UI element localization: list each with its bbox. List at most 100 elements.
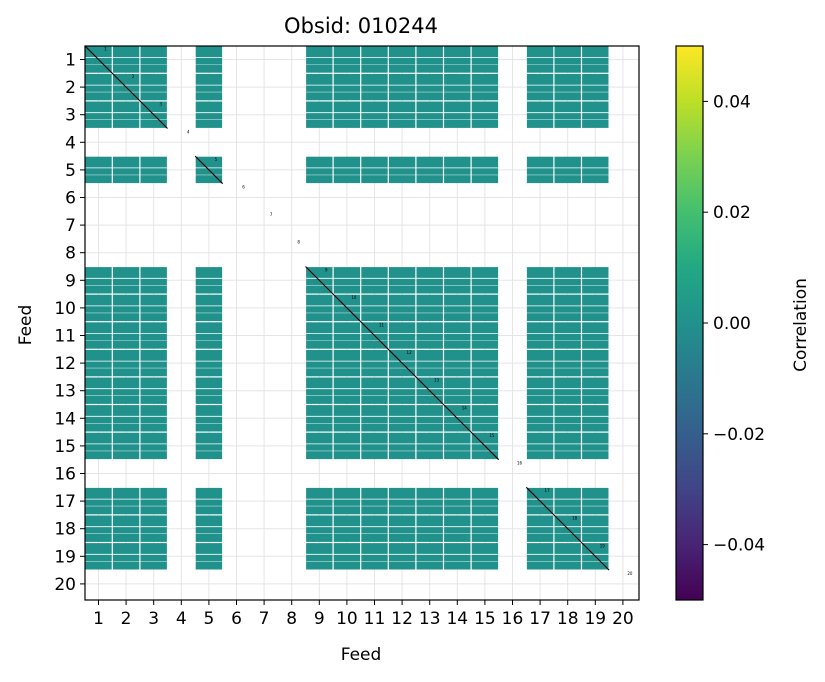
cell-fill <box>582 294 609 322</box>
heatmap-cell <box>526 405 554 432</box>
diagonal-line <box>415 376 444 405</box>
cell-fill <box>195 377 223 404</box>
cell-fill <box>526 101 554 128</box>
diagonal-line <box>332 293 362 323</box>
heatmap-cell <box>553 267 582 294</box>
heatmap-cell <box>360 377 389 404</box>
x-tick-label: 2 <box>121 609 132 629</box>
heatmap-cell <box>84 515 113 542</box>
cell-fill <box>306 156 333 184</box>
cell-fill <box>306 515 333 542</box>
colorbar-tick-label: −0.04 <box>713 536 765 556</box>
heatmap-cell <box>388 432 416 460</box>
heatmap-cell <box>415 322 444 349</box>
cell-fill <box>195 405 223 432</box>
diagonal-label: 9 <box>325 267 328 272</box>
cell-fill <box>140 73 167 101</box>
heatmap-cell <box>471 405 499 432</box>
heatmap-cell <box>526 73 554 101</box>
y-tick-label: 19 <box>54 547 76 567</box>
heatmap-cell <box>84 101 113 128</box>
plot-frame <box>84 45 640 601</box>
cell-fill <box>112 432 140 460</box>
heatmap-cell <box>360 543 389 570</box>
cell-fill <box>388 487 416 515</box>
diagonal-line <box>581 542 610 571</box>
heatmap-cell <box>581 322 610 349</box>
cell-fill <box>306 322 333 349</box>
heatmap-cell <box>526 432 554 460</box>
cell-fill <box>306 432 333 460</box>
heatmap-cell <box>471 487 499 515</box>
heatmap-cell <box>112 322 140 349</box>
cell-fill <box>444 267 471 294</box>
cell-fill <box>526 432 554 460</box>
heatmap-cell <box>581 156 610 184</box>
y-tick-label: 18 <box>54 520 76 540</box>
heatmap-cell <box>388 377 416 404</box>
cell-fill <box>140 515 167 542</box>
heatmap-cell <box>305 101 334 128</box>
cell-fill <box>112 46 140 73</box>
colorbar-tick-label: −0.02 <box>713 425 765 445</box>
heatmap-cell <box>112 101 140 128</box>
cell-fill <box>471 73 499 101</box>
heatmap-cell <box>139 267 168 294</box>
cell-fill <box>85 73 112 101</box>
cell-fill <box>112 349 140 377</box>
cell-fill <box>333 487 361 515</box>
heatmap-cell <box>195 322 223 349</box>
cell-fill <box>333 46 361 73</box>
cell-fill <box>416 101 443 128</box>
heatmap-cell <box>471 377 499 404</box>
heatmap-cell <box>112 349 140 377</box>
heatmap-cell <box>333 515 361 542</box>
cell-fill <box>388 101 416 128</box>
cell-fill <box>85 432 112 460</box>
heatmap-cell <box>553 101 582 128</box>
heatmap-cell <box>388 322 416 349</box>
cell-fill <box>333 349 361 377</box>
heatmap-cell <box>333 322 361 349</box>
cell-fill <box>444 377 471 404</box>
cell-fill <box>333 156 361 184</box>
cell-fill <box>306 543 333 570</box>
heatmap-cell <box>553 487 582 515</box>
cell-fill <box>444 349 471 377</box>
cell-fill <box>140 156 167 184</box>
y-tick-label: 4 <box>65 133 76 153</box>
cell-fill <box>361 543 388 570</box>
heatmap-cell <box>526 156 554 184</box>
cell-fill <box>526 349 554 377</box>
cell-fill <box>471 156 499 184</box>
heatmap-cell <box>305 487 334 515</box>
x-tick-label: 10 <box>336 609 358 629</box>
diagonal-label: 10 <box>351 295 357 300</box>
cell-fill <box>140 432 167 460</box>
y-tick-label: 7 <box>65 216 76 236</box>
heatmap-cell <box>415 294 444 322</box>
cell-fill <box>85 322 112 349</box>
cell-fill <box>195 267 223 294</box>
diagonal-line <box>360 321 389 350</box>
heatmap-cell <box>84 156 113 184</box>
cell-fill <box>444 73 471 101</box>
cell-fill <box>333 73 361 101</box>
heatmap-cell <box>415 487 444 515</box>
y-axis-label: Feed <box>16 305 36 346</box>
y-tick-label: 11 <box>54 327 76 347</box>
heatmap-cell <box>526 377 554 404</box>
heatmap-cell <box>84 543 113 570</box>
heatmap-cell <box>360 515 389 542</box>
diagonal-label: 15 <box>489 433 495 438</box>
cell-fill <box>195 101 223 128</box>
diagonal-line <box>194 155 224 185</box>
heatmap-cell <box>471 515 499 542</box>
heatmap-cell <box>305 432 334 460</box>
cell-fill <box>140 487 167 515</box>
heatmap-cell <box>139 543 168 570</box>
cell-fill <box>554 46 581 73</box>
heatmap-cell <box>526 349 554 377</box>
cell-fill <box>416 487 443 515</box>
